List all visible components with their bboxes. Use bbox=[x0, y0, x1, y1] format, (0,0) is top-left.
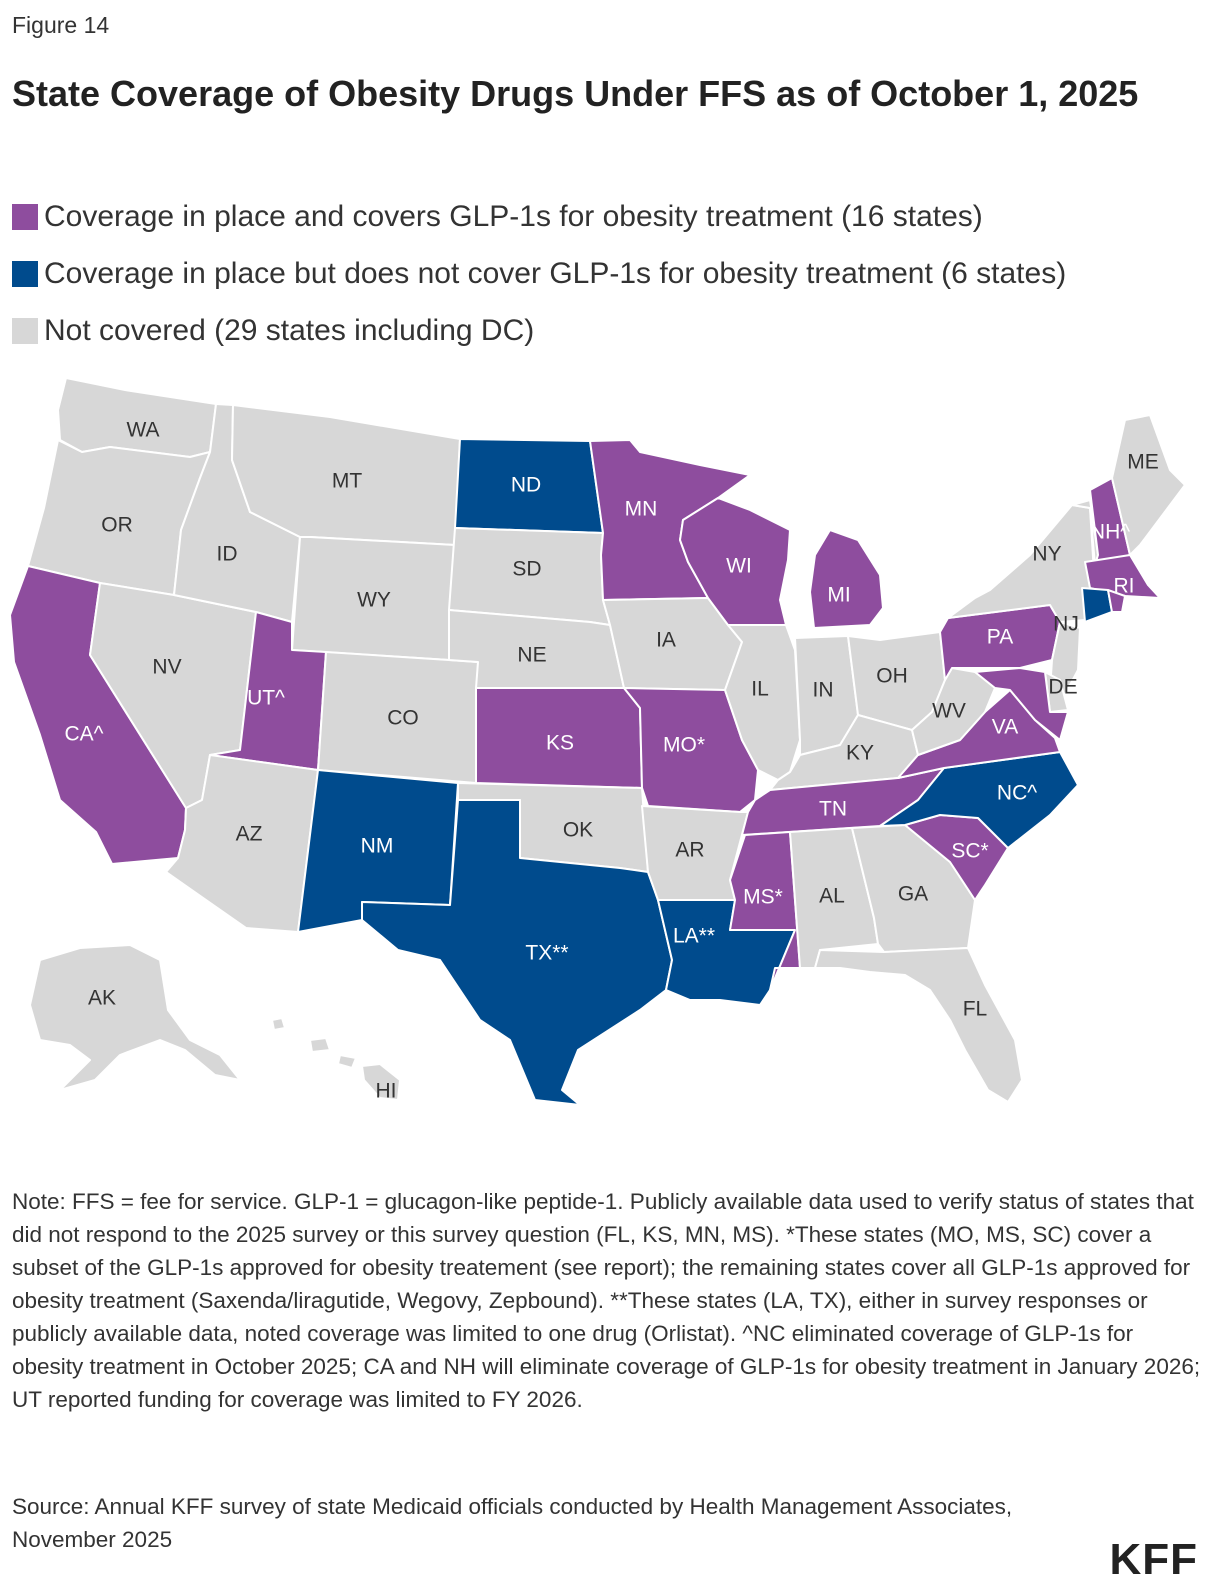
label-RI: RI bbox=[1114, 575, 1135, 598]
label-OK: OK bbox=[563, 819, 593, 842]
state-MD[interactable] bbox=[974, 667, 1069, 741]
label-KY: KY bbox=[846, 742, 874, 765]
state-FL[interactable] bbox=[814, 947, 1023, 1103]
label-AZ: AZ bbox=[236, 823, 263, 846]
label-PA: PA bbox=[987, 626, 1013, 649]
label-NV: NV bbox=[152, 656, 181, 679]
label-AL: AL bbox=[819, 885, 845, 908]
label-CO: CO bbox=[387, 707, 419, 730]
label-NY: NY bbox=[1032, 543, 1061, 566]
state-WI[interactable] bbox=[679, 497, 791, 626]
label-WI: WI bbox=[726, 555, 752, 578]
legend-swatch-no-glp1 bbox=[12, 261, 38, 287]
label-MS: MS* bbox=[743, 886, 783, 909]
label-GA: GA bbox=[898, 883, 928, 906]
state-WA[interactable] bbox=[57, 377, 217, 458]
label-CA: CA^ bbox=[64, 723, 103, 746]
labels-layer: WA OR CA^ NV ID MT WY UT^ AZ CO NM ND SD… bbox=[64, 419, 1158, 1103]
state-NY[interactable] bbox=[947, 504, 1096, 623]
label-HI: HI bbox=[376, 1080, 397, 1103]
label-SD: SD bbox=[512, 558, 541, 581]
label-OH: OH bbox=[876, 665, 908, 688]
kff-logo: KFF bbox=[1109, 1535, 1198, 1584]
legend-swatch-not-covered bbox=[12, 318, 38, 344]
label-ME: ME bbox=[1127, 451, 1159, 474]
label-ND: ND bbox=[511, 474, 541, 497]
label-OR: OR bbox=[101, 514, 133, 537]
chart-title: State Coverage of Obesity Drugs Under FF… bbox=[12, 73, 1139, 114]
label-IL: IL bbox=[751, 678, 769, 701]
state-CT[interactable] bbox=[1081, 587, 1113, 623]
label-FL: FL bbox=[963, 998, 988, 1021]
label-UT: UT^ bbox=[247, 687, 285, 710]
legend-label: Coverage in place and covers GLP-1s for … bbox=[44, 200, 983, 233]
label-VA: VA bbox=[992, 716, 1018, 739]
legend-label: Coverage in place but does not cover GLP… bbox=[44, 257, 1067, 290]
us-map: WA OR CA^ NV ID MT WY UT^ AZ CO NM ND SD… bbox=[9, 377, 1186, 1106]
state-HI[interactable] bbox=[271, 1017, 401, 1101]
label-IA: IA bbox=[656, 629, 676, 652]
footnote: Note: FFS = fee for service. GLP-1 = glu… bbox=[12, 1189, 1201, 1412]
label-AK: AK bbox=[88, 987, 116, 1010]
figure-label: Figure 14 bbox=[12, 12, 110, 38]
state-RI[interactable] bbox=[1107, 589, 1126, 613]
label-WV: WV bbox=[932, 700, 966, 723]
label-NH: NH^ bbox=[1090, 521, 1130, 544]
label-NM: NM bbox=[361, 835, 394, 858]
label-IN: IN bbox=[813, 679, 834, 702]
label-TN: TN bbox=[819, 798, 847, 821]
label-WA: WA bbox=[126, 419, 159, 442]
legend-label: Not covered (29 states including DC) bbox=[44, 314, 535, 347]
states-layer bbox=[9, 377, 1186, 1106]
label-MT: MT bbox=[332, 470, 362, 493]
label-WY: WY bbox=[357, 589, 391, 612]
label-MN: MN bbox=[625, 498, 658, 521]
label-TX: TX** bbox=[525, 942, 568, 965]
label-SC: SC* bbox=[951, 840, 988, 863]
label-MO: MO* bbox=[663, 734, 705, 757]
label-MI: MI bbox=[827, 584, 850, 607]
label-LA: LA** bbox=[673, 925, 715, 948]
label-NJ: NJ bbox=[1053, 613, 1079, 636]
state-MI[interactable] bbox=[809, 529, 884, 629]
source-note: Source: Annual KFF survey of state Medic… bbox=[12, 1494, 1013, 1552]
label-DE: DE bbox=[1048, 676, 1077, 699]
label-NE: NE bbox=[517, 644, 546, 667]
label-NC: NC^ bbox=[997, 782, 1037, 805]
label-ID: ID bbox=[217, 543, 238, 566]
state-AK[interactable] bbox=[29, 944, 241, 1091]
state-TX[interactable] bbox=[361, 799, 673, 1106]
legend-swatch-covers-glp1 bbox=[12, 204, 38, 230]
label-KS: KS bbox=[546, 732, 574, 755]
state-ME[interactable] bbox=[1111, 414, 1186, 556]
label-AR: AR bbox=[675, 839, 704, 862]
